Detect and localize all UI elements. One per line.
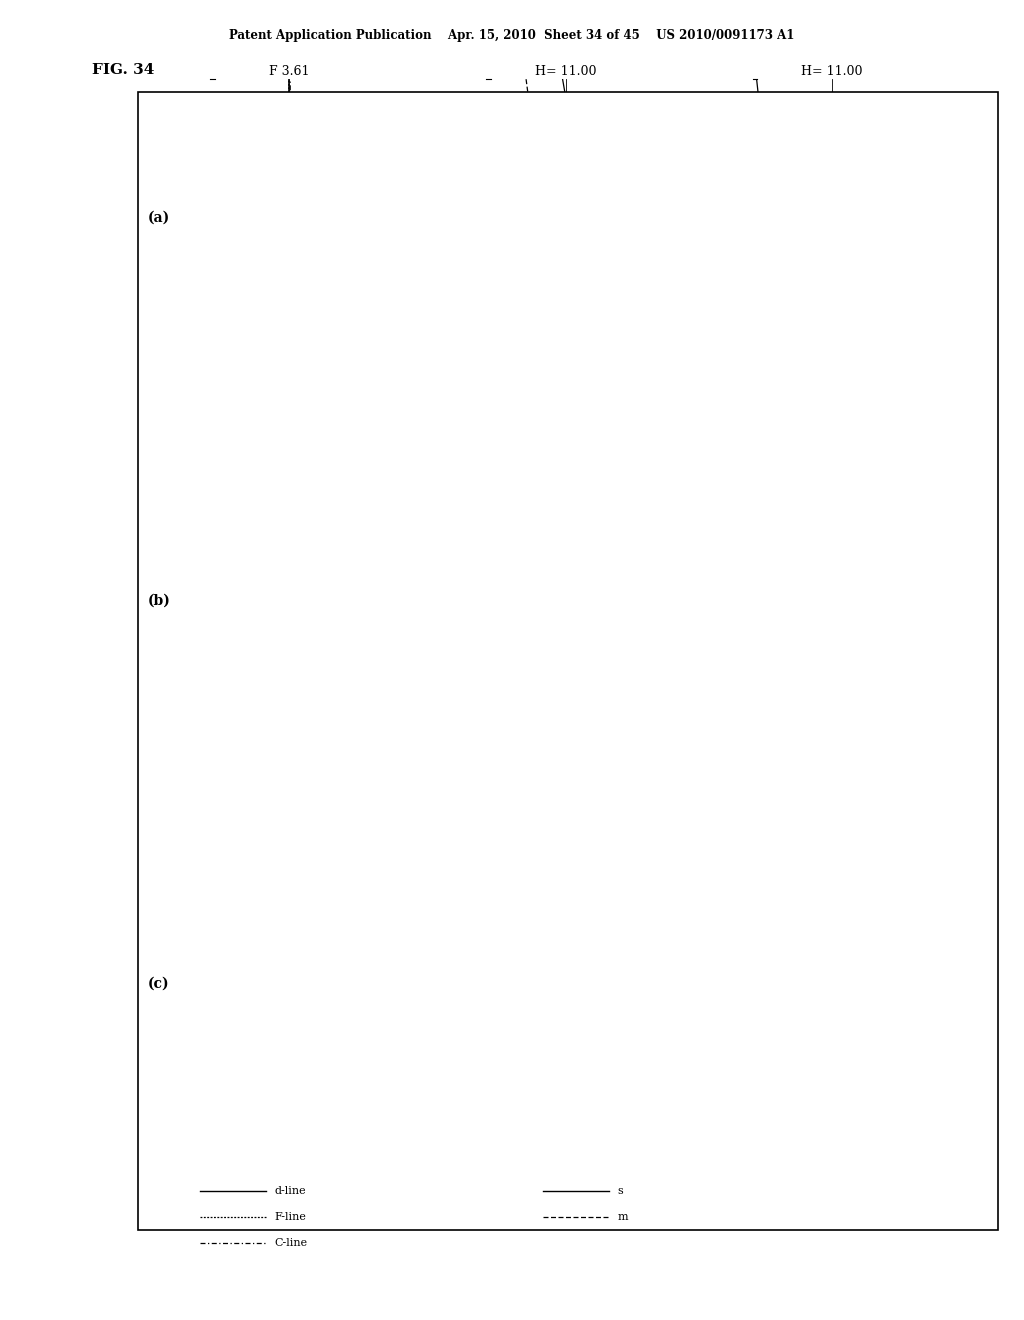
X-axis label: SA(mm): SA(mm)	[266, 1170, 312, 1180]
Text: Patent Application Publication    Apr. 15, 2010  Sheet 34 of 45    US 2010/00911: Patent Application Publication Apr. 15, …	[229, 29, 795, 42]
Text: F-line: F-line	[274, 1212, 306, 1222]
Text: (a): (a)	[147, 211, 170, 224]
Text: d-line: d-line	[274, 1185, 306, 1196]
Title: H= 11.00: H= 11.00	[801, 447, 863, 461]
Text: FIG. 34: FIG. 34	[92, 63, 155, 78]
Text: m: m	[617, 1212, 628, 1222]
X-axis label: SA(mm): SA(mm)	[266, 404, 312, 414]
X-axis label: SA(mm): SA(mm)	[266, 787, 312, 797]
Title: F 5.32: F 5.32	[269, 830, 309, 843]
Title: H= 11.00: H= 11.00	[535, 447, 597, 461]
Text: C-line: C-line	[274, 1238, 307, 1249]
X-axis label: DIS(%): DIS(%)	[812, 1170, 852, 1180]
Text: (b): (b)	[147, 594, 170, 607]
X-axis label: AST(mm): AST(mm)	[540, 787, 592, 797]
X-axis label: DIS(%): DIS(%)	[812, 404, 852, 414]
X-axis label: AST(mm): AST(mm)	[540, 404, 592, 414]
Title: H= 11.00: H= 11.00	[535, 830, 597, 843]
Title: H= 11.00: H= 11.00	[801, 65, 863, 78]
Text: (c): (c)	[147, 977, 170, 990]
Title: H= 11.00: H= 11.00	[801, 830, 863, 843]
Text: s: s	[617, 1185, 624, 1196]
X-axis label: DIS(%): DIS(%)	[812, 787, 852, 797]
Title: F 3.61: F 3.61	[269, 65, 309, 78]
Title: F 4.55: F 4.55	[269, 447, 309, 461]
Title: H= 11.00: H= 11.00	[535, 65, 597, 78]
X-axis label: AST(mm): AST(mm)	[540, 1170, 592, 1180]
